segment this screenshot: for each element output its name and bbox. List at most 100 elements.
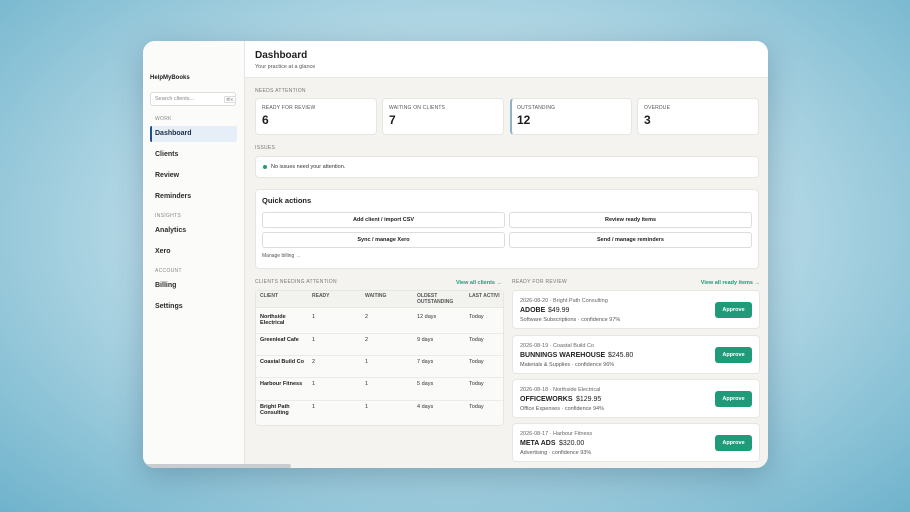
approve-button[interactable]: Approve xyxy=(715,347,752,363)
review-vendor: OFFICEWORKS xyxy=(520,396,573,403)
page-subtitle: Your practice at a glance xyxy=(255,64,316,70)
nav-active-bg xyxy=(150,126,237,142)
section-label: NEEDS ATTENTION xyxy=(255,88,306,94)
review-vendor: META ADS xyxy=(520,440,556,447)
stat-value: 7 xyxy=(389,113,396,127)
review-detail: Advertising · confidence 93% xyxy=(520,450,592,456)
row-divider xyxy=(256,355,503,356)
review-amount: $320.00 xyxy=(559,440,585,447)
scrollbar xyxy=(143,464,291,468)
nav-item[interactable]: Billing xyxy=(155,282,177,289)
table-cell: 9 days xyxy=(417,337,434,343)
review-amount: $245.80 xyxy=(608,352,634,359)
review-detail: Software Subscriptions · confidence 97% xyxy=(520,317,621,323)
client-name[interactable]: Coastal Build Co xyxy=(260,359,305,365)
header xyxy=(245,41,768,78)
table-cell: 1 xyxy=(365,404,369,410)
table-cell: 1 xyxy=(365,381,369,387)
nav-item[interactable]: Analytics xyxy=(155,227,187,234)
table-header xyxy=(256,291,503,308)
sidebar xyxy=(143,41,245,468)
column-header: LAST ACTIVI xyxy=(469,293,500,299)
column-header: READY xyxy=(312,293,330,299)
nav-item[interactable]: Xero xyxy=(155,248,171,255)
section-label: READY FOR REVIEW xyxy=(512,279,567,285)
stat-card[interactable] xyxy=(382,98,504,135)
search-shortcut: ⌘K xyxy=(224,96,236,104)
approve-button[interactable]: Approve xyxy=(715,391,752,407)
stat-label: WAITING ON CLIENTS xyxy=(389,105,446,111)
review-meta: 2026-08-17 · Harbour Fitness xyxy=(520,431,593,437)
stat-value: 6 xyxy=(262,113,269,127)
table-cell: 2 xyxy=(365,337,369,343)
table-cell: Today xyxy=(469,404,484,410)
nav-section-label: WORK xyxy=(155,116,172,122)
review-vendor: BUNNINGS WAREHOUSE xyxy=(520,352,606,359)
table-cell: 7 days xyxy=(417,359,434,365)
quick-actions-title: Quick actions xyxy=(262,196,312,205)
review-detail: Materials & Supplies · confidence 96% xyxy=(520,362,615,368)
table-cell: 2 xyxy=(312,359,316,365)
table-cell: 1 xyxy=(365,359,369,365)
action-button[interactable]: Sync / manage Xero xyxy=(262,232,505,248)
table-cell: Today xyxy=(469,337,484,343)
column-header: WAITING xyxy=(365,293,387,299)
client-name[interactable]: Harbour Fitness xyxy=(260,381,303,387)
action-button[interactable]: Review ready items xyxy=(509,212,752,228)
section-label: ISSUES xyxy=(255,145,276,151)
client-name[interactable]: Bright Path Consulting xyxy=(260,404,290,417)
table-cell: 1 xyxy=(312,381,316,387)
table-cell: Today xyxy=(469,359,484,365)
stat-card[interactable] xyxy=(255,98,377,135)
search-placeholder: Search clients... xyxy=(155,96,195,102)
column-header: OLDEST OUTSTANDING xyxy=(417,293,454,305)
table-cell: 4 days xyxy=(417,404,434,410)
review-vendor: ADOBE xyxy=(520,307,546,314)
app-window: HelpMyBooks Search clients... ⌘K WORK Dashbo… xyxy=(143,41,768,468)
nav-item[interactable]: Reminders xyxy=(155,193,192,200)
clients-table xyxy=(255,290,504,426)
billing-link[interactable]: Manage billing → xyxy=(262,253,301,259)
stat-value: 12 xyxy=(517,113,531,127)
review-meta: 2026-08-18 · Northside Electrical xyxy=(520,387,601,393)
stat-card[interactable] xyxy=(510,98,632,135)
client-name[interactable]: Northside Electrical xyxy=(260,314,286,327)
nav-item[interactable]: Clients xyxy=(155,151,179,158)
nav-item[interactable]: Settings xyxy=(155,303,183,310)
quick-actions-box xyxy=(255,189,759,269)
approve-button[interactable]: Approve xyxy=(715,435,752,451)
nav-item[interactable]: Review xyxy=(155,172,180,179)
table-cell: Today xyxy=(469,314,484,320)
nav-section-label: INSIGHTS xyxy=(155,213,182,219)
approve-button[interactable]: Approve xyxy=(715,302,752,318)
issues-message: No issues need your attention. xyxy=(271,164,346,170)
table-cell: Today xyxy=(469,381,484,387)
stat-label: OUTSTANDING xyxy=(517,105,556,111)
review-detail: Office Expenses · confidence 94% xyxy=(520,406,604,412)
status-dot xyxy=(263,165,267,169)
table-cell: 1 xyxy=(312,314,316,320)
view-all-link[interactable]: View all clients → xyxy=(455,280,502,286)
stat-value: 3 xyxy=(644,113,651,127)
column-header: CLIENT xyxy=(260,293,279,299)
row-divider xyxy=(256,333,503,334)
review-meta: 2026-08-20 · Bright Path Consulting xyxy=(520,298,608,304)
table-cell: 1 xyxy=(312,404,316,410)
view-all-link[interactable]: View all ready items → xyxy=(700,280,760,286)
nav-item[interactable]: Dashboard xyxy=(155,130,192,137)
table-cell: 1 xyxy=(312,337,316,343)
section-label: CLIENTS NEEDING ATTENTION xyxy=(255,279,337,285)
stat-card[interactable] xyxy=(637,98,759,135)
row-divider xyxy=(256,400,503,401)
action-button[interactable]: Send / manage reminders xyxy=(509,232,752,248)
row-divider xyxy=(256,377,503,378)
nav-section-label: ACCOUNT xyxy=(155,268,182,274)
action-button[interactable]: Add client / import CSV xyxy=(262,212,505,228)
review-amount: $49.99 xyxy=(548,307,570,314)
review-amount: $129.95 xyxy=(576,396,602,403)
stat-label: OVERDUE xyxy=(644,105,671,111)
client-name[interactable]: Greenleaf Cafe xyxy=(260,337,299,343)
table-cell: 12 days xyxy=(417,314,437,320)
